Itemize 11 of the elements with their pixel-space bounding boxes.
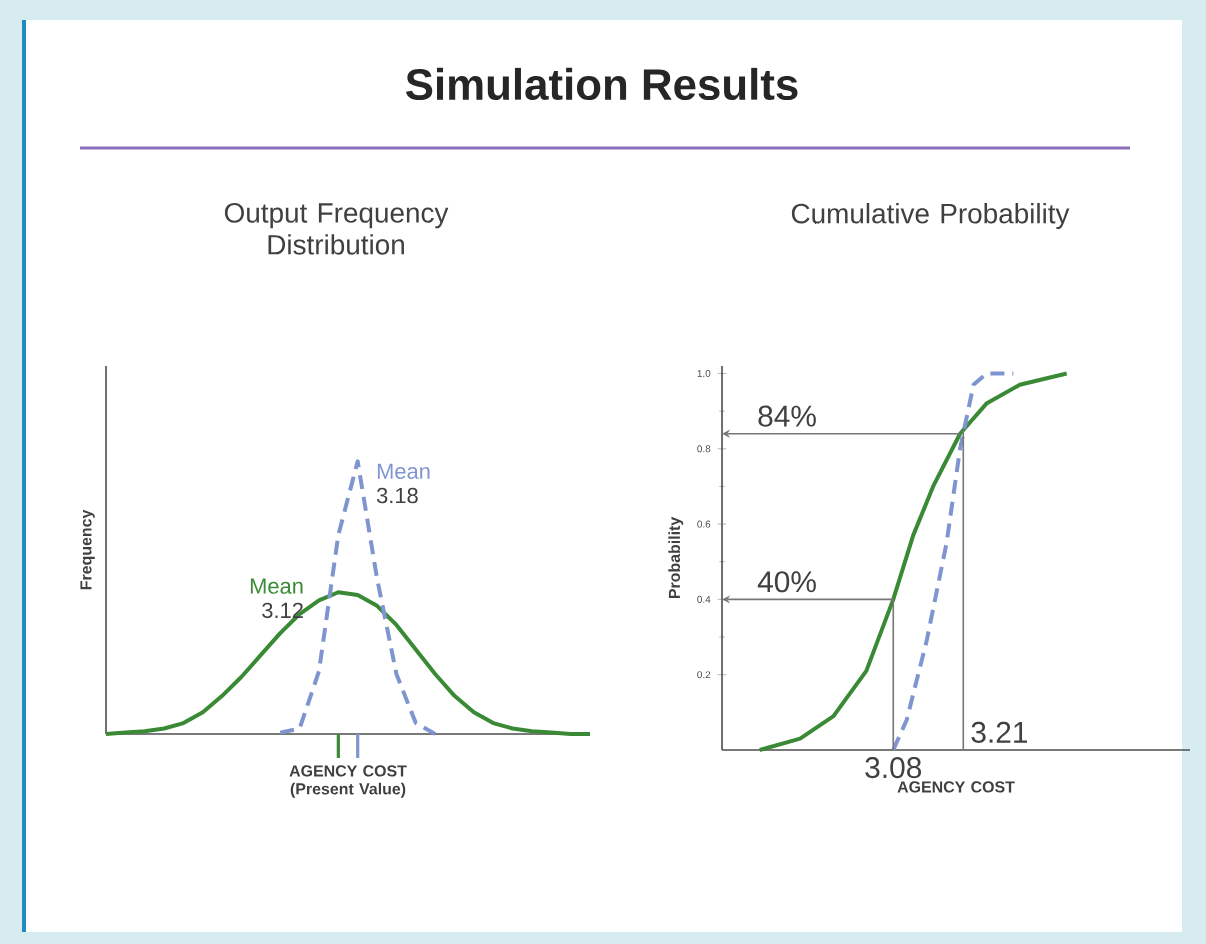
annotation: Mean — [250, 578, 303, 594]
text: Simulation Results — [405, 67, 798, 101]
ref-line-label: 3.08 — [865, 757, 922, 779]
ref-line-label: 40% — [757, 571, 816, 593]
annotation: 3.12 — [262, 602, 303, 619]
chart-title: Output Frequency Distribution — [224, 202, 449, 255]
chart-title: Cumulative Probability — [791, 203, 1070, 230]
ref-line-label: 84% — [758, 405, 816, 427]
ref-line-label: 3.21 — [971, 721, 1028, 743]
annotation: Mean — [377, 463, 430, 479]
annotation: 3.18 — [376, 487, 418, 504]
